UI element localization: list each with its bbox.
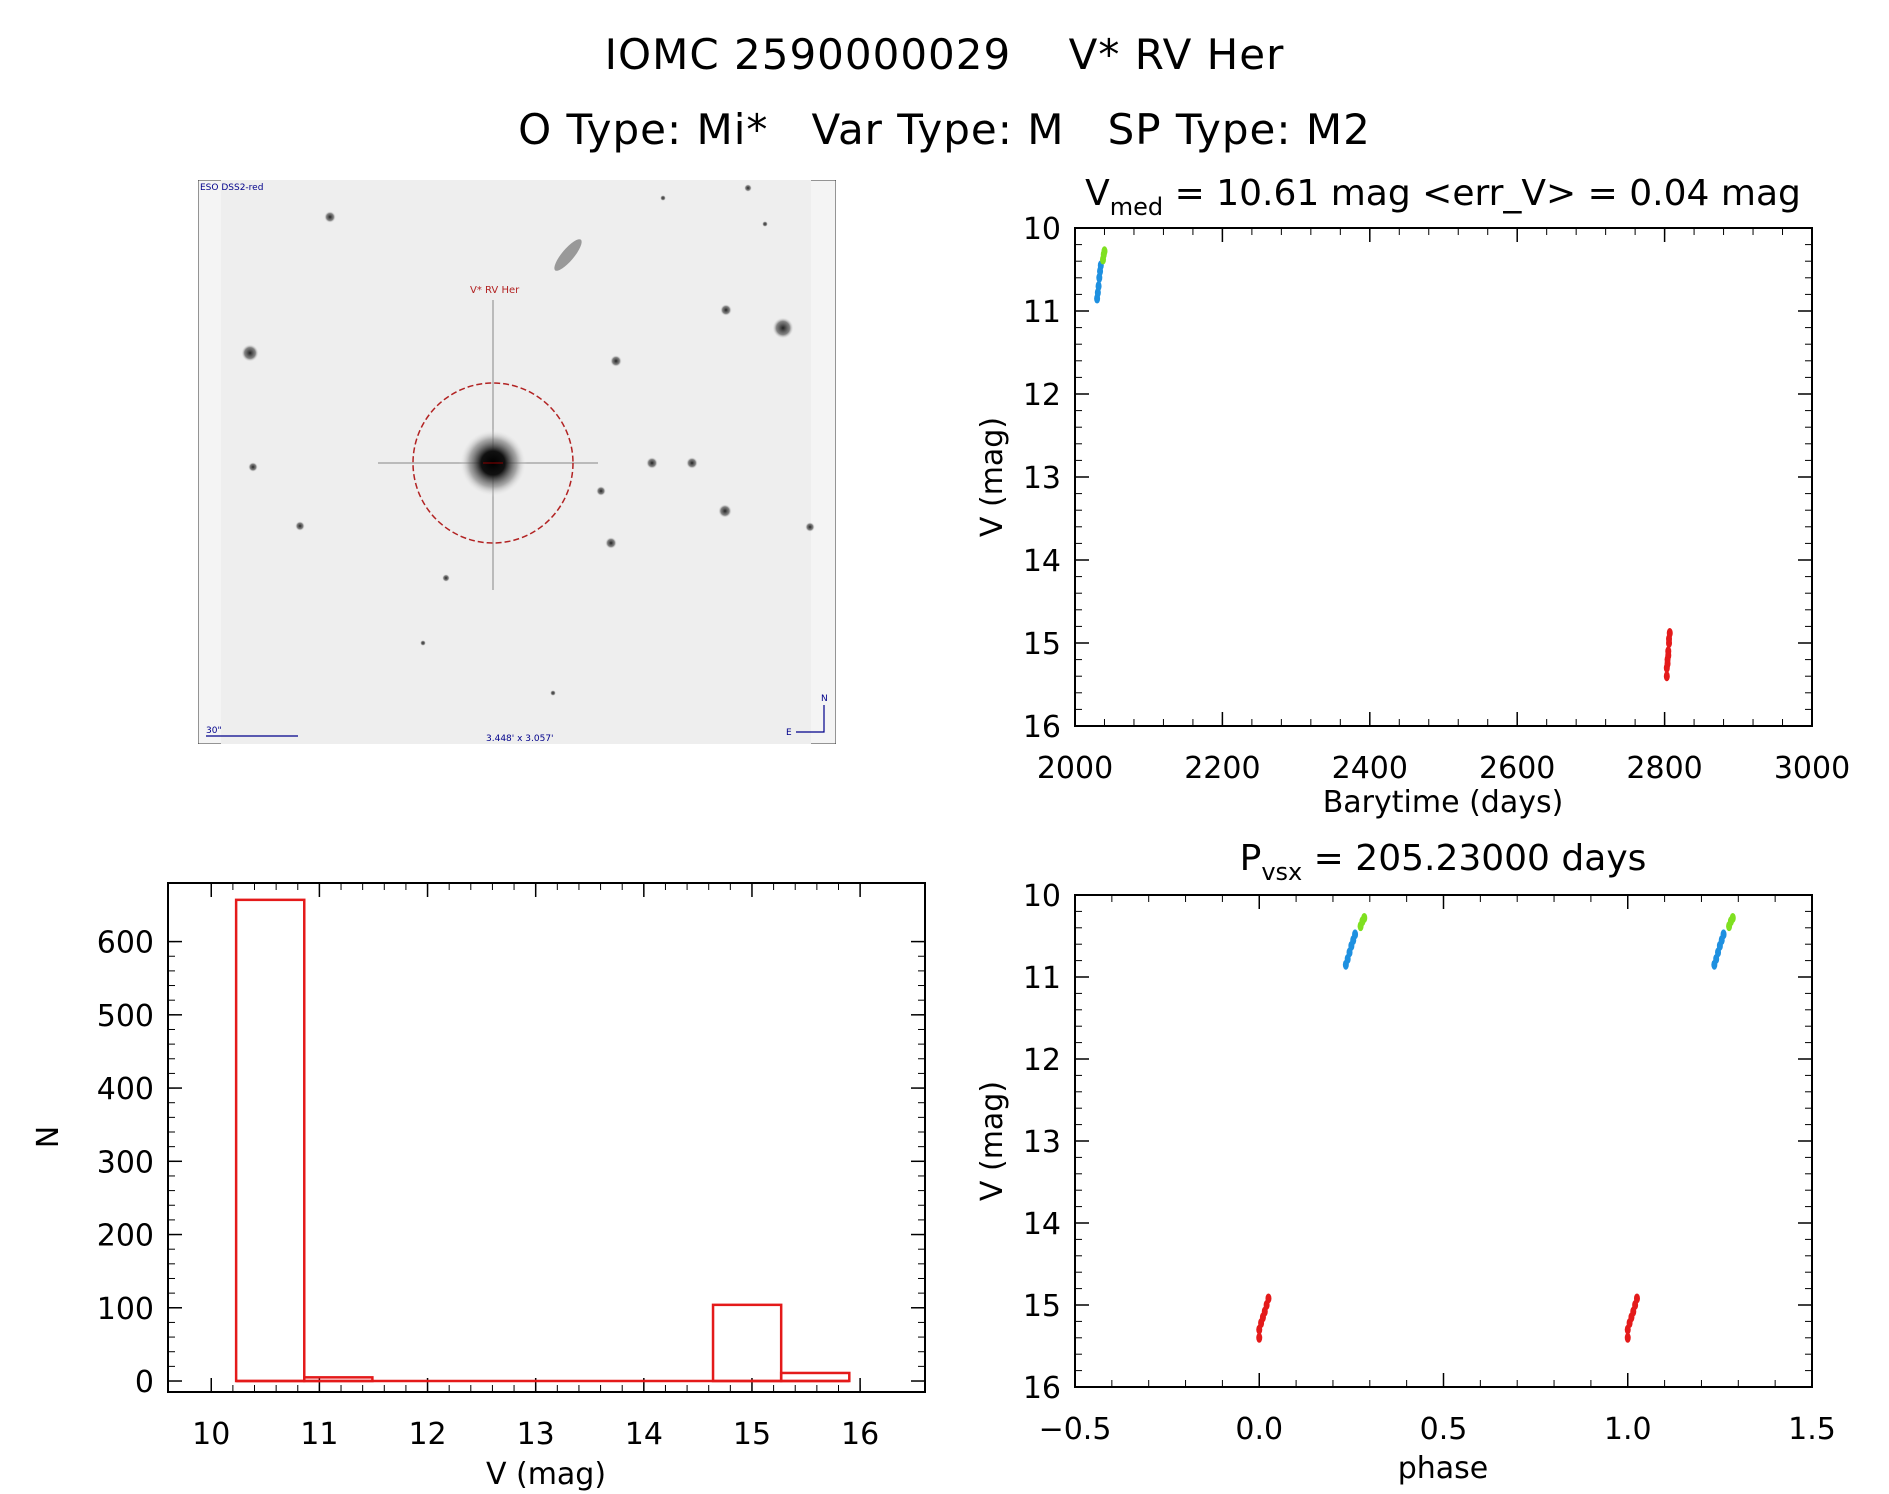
- light_curve-point: [1665, 646, 1672, 657]
- light_curve-ytick-label: 10: [1023, 212, 1061, 247]
- histogram-xtick-label: 16: [841, 1417, 879, 1452]
- light_curve-point: [1095, 281, 1102, 292]
- phased_curve-frame: [1074, 894, 1813, 1388]
- survey-label: ESO DSS2-red: [200, 183, 263, 193]
- light_curve-title-rest: = 10.61 mag <err_V> = 0.04 mag: [1163, 173, 1801, 214]
- phased_curve-point: [1352, 929, 1359, 940]
- light_curve-title-main: V: [1085, 173, 1110, 214]
- histogram-xtick-label: 12: [408, 1417, 446, 1452]
- light_curve-ytick-label: 11: [1023, 295, 1061, 330]
- light_curve-point: [1101, 246, 1108, 257]
- light_curve-xtick-label: 2200: [1184, 751, 1260, 786]
- phased_curve-xtick-label: 0.5: [1420, 1412, 1468, 1447]
- phased_curve-title-rest: = 205.23000 days: [1302, 838, 1646, 879]
- phased_curve-xlabel: phase: [1398, 1451, 1489, 1486]
- histogram-ylabel: N: [31, 1126, 66, 1148]
- east-label: E: [786, 728, 792, 738]
- phased_curve-title: Pvsx = 205.23000 days: [1240, 838, 1647, 886]
- phased_curve-ytick-label: 16: [1023, 1371, 1061, 1406]
- histogram-xtick-label: 10: [192, 1417, 230, 1452]
- phased_curve-ytick-label: 13: [1023, 1125, 1061, 1160]
- phased_curve-point: [1624, 1332, 1631, 1343]
- light_curve-frame: [1074, 227, 1813, 727]
- light_curve-point: [1666, 628, 1673, 639]
- phased_curve-title-main: P: [1240, 838, 1262, 879]
- page-title: IOMC 2590000029 V* RV Her: [604, 30, 1285, 79]
- light_curve-ytick-label: 14: [1023, 544, 1061, 579]
- phased_curve-xtick-label: 1.0: [1604, 1412, 1652, 1447]
- phased_curve-xtick-label: −0.5: [1039, 1412, 1112, 1447]
- phased_curve-point: [1361, 912, 1368, 923]
- light_curve-xtick-label: 2600: [1479, 751, 1555, 786]
- phased_curve-xtick-label: 1.5: [1788, 1412, 1836, 1447]
- histogram-bar: [234, 898, 306, 1383]
- light_curve-title: Vmed = 10.61 mag <err_V> = 0.04 mag: [1085, 173, 1801, 221]
- phased_curve-point: [1720, 929, 1727, 940]
- sky-image-svg: ESO DSS2-red V* RV Her 30" 3.448' x 3.05…: [198, 180, 836, 744]
- scale-label: 30": [206, 726, 222, 736]
- compass-arrows: [796, 705, 825, 733]
- histogram-ytick-label: 400: [97, 1072, 154, 1107]
- fov-label: 3.448' x 3.057': [486, 734, 554, 744]
- histogram-bar: [711, 1303, 783, 1383]
- histogram-frame: [167, 882, 926, 1393]
- north-label: N: [821, 694, 828, 704]
- histogram-ytick-label: 200: [97, 1219, 154, 1254]
- light_curve-xtick-label: 2000: [1037, 751, 1113, 786]
- target-label: V* RV Her: [470, 285, 520, 296]
- histogram-ytick-label: 500: [97, 999, 154, 1034]
- finder-chart-image: ESO DSS2-red V* RV Her 30" 3.448' x 3.05…: [198, 180, 836, 744]
- histogram-xtick-label: 11: [300, 1417, 338, 1452]
- light_curve-ylabel: V (mag): [975, 417, 1010, 537]
- light_curve-point: [1663, 671, 1670, 682]
- phased_curve-ylabel: V (mag): [975, 1081, 1010, 1201]
- light_curve-xtick-label: 2400: [1332, 751, 1408, 786]
- phased_curve-point: [1256, 1332, 1263, 1343]
- phased_curve-point: [1633, 1293, 1640, 1304]
- light_curve-xtick-label: 3000: [1774, 751, 1850, 786]
- phased_curve-ytick-label: 15: [1023, 1289, 1061, 1324]
- histogram-ytick-label: 600: [97, 926, 154, 961]
- light_curve-ytick-label: 15: [1023, 627, 1061, 662]
- phased_curve-title-sub: vsx: [1261, 858, 1302, 886]
- light_curve-title-sub: med: [1110, 193, 1163, 221]
- phased_curve-ytick-label: 10: [1023, 879, 1061, 914]
- histogram-xlabel: V (mag): [486, 1457, 606, 1492]
- phased_curve-ytick-label: 12: [1023, 1043, 1061, 1078]
- phased_curve-ytick-label: 11: [1023, 961, 1061, 996]
- histogram-ytick-label: 300: [97, 1145, 154, 1180]
- histogram-xtick-label: 14: [625, 1417, 663, 1452]
- light_curve-xtick-label: 2800: [1626, 751, 1702, 786]
- phased_curve-xtick-label: 0.0: [1235, 1412, 1283, 1447]
- light_curve-ytick-label: 13: [1023, 461, 1061, 496]
- light_curve-xlabel: Barytime (days): [1323, 785, 1564, 820]
- histogram-xtick-label: 15: [733, 1417, 771, 1452]
- phased_curve-point: [1729, 912, 1736, 923]
- histogram-xtick-label: 13: [517, 1417, 555, 1452]
- phased_curve-point: [1265, 1293, 1272, 1304]
- phased_curve-ytick-label: 14: [1023, 1207, 1061, 1242]
- histogram-ytick-label: 100: [97, 1292, 154, 1327]
- histogram-ytick-label: 0: [135, 1365, 154, 1400]
- light_curve-ytick-label: 16: [1023, 710, 1061, 745]
- light_curve-ytick-label: 12: [1023, 378, 1061, 413]
- page-subtitle: O Type: Mi* Var Type: M SP Type: M2: [518, 105, 1371, 154]
